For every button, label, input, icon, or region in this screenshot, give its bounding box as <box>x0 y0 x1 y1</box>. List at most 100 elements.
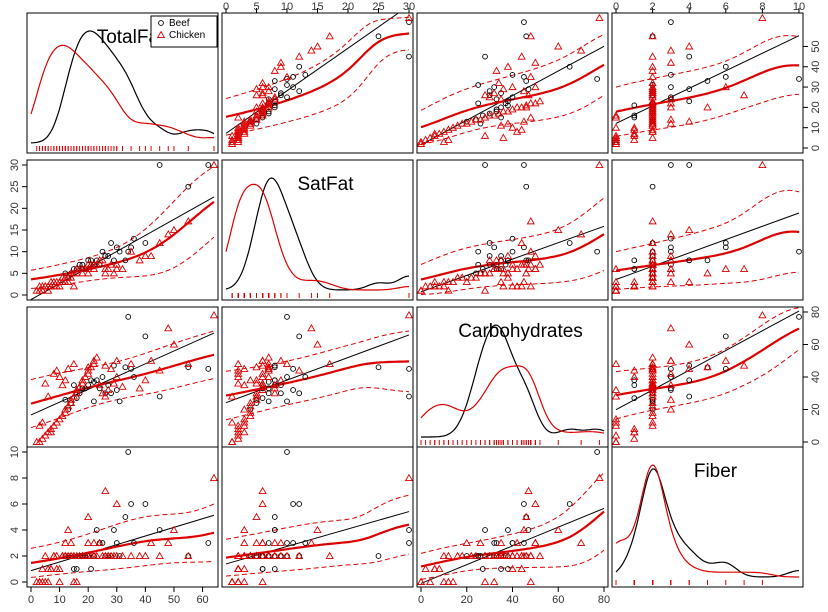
point-chicken <box>535 96 545 105</box>
spread-upper-line <box>30 503 215 549</box>
point-chicken <box>595 13 604 21</box>
point-chicken <box>612 111 621 119</box>
point-chicken <box>554 42 563 50</box>
point-chicken <box>258 107 267 115</box>
point-beef <box>185 183 192 190</box>
point-beef <box>491 540 498 546</box>
point-beef <box>302 374 309 380</box>
point-beef <box>302 72 309 78</box>
point-beef <box>509 235 516 242</box>
point-chicken <box>496 538 506 546</box>
tick-label: 10 <box>281 1 293 13</box>
spread-upper-line <box>615 35 800 88</box>
point-chicken <box>612 286 621 294</box>
point-chicken <box>503 551 513 559</box>
point-chicken <box>439 282 449 290</box>
smoother-line <box>615 64 800 113</box>
point-chicken <box>630 135 639 143</box>
point-beef <box>668 374 674 380</box>
tick-label: 20 <box>461 594 473 606</box>
point-chicken <box>648 260 657 268</box>
point-chicken <box>252 90 261 99</box>
panel-TotalFat-SatFat <box>221 12 414 154</box>
point-chicken <box>258 90 267 99</box>
point-chicken <box>270 384 279 392</box>
point-chicken <box>648 277 657 285</box>
tick-label: 4 <box>686 1 692 13</box>
point-chicken <box>252 113 261 121</box>
point-beef <box>477 120 484 127</box>
point-chicken <box>43 577 53 585</box>
point-chicken <box>270 380 279 389</box>
point-chicken <box>169 225 179 234</box>
point-beef <box>91 379 97 385</box>
point-chicken <box>227 577 237 585</box>
tick-label: 8 <box>9 475 21 481</box>
point-chicken <box>630 372 639 380</box>
point-chicken <box>169 340 179 348</box>
point-chicken <box>612 133 621 141</box>
point-chicken <box>252 111 261 119</box>
point-chicken <box>576 46 586 54</box>
point-chicken <box>648 117 657 125</box>
point-chicken <box>703 269 712 277</box>
point-beef <box>686 362 693 369</box>
point-chicken <box>648 247 657 255</box>
point-beef <box>271 377 278 384</box>
point-chicken <box>666 230 676 238</box>
point-chicken <box>404 310 413 319</box>
tick-label: 10 <box>53 594 65 606</box>
point-chicken <box>503 251 513 259</box>
point-chicken <box>61 551 70 559</box>
spread-upper-line <box>30 330 215 381</box>
regression-line <box>615 212 800 280</box>
point-beef <box>271 362 278 369</box>
smoother-line <box>420 233 605 281</box>
tick-label: 10 <box>9 446 21 458</box>
legend-symbol-chicken <box>156 30 166 38</box>
tick-label: 20 <box>82 594 94 606</box>
point-chicken <box>41 551 50 559</box>
point-chicken <box>435 564 444 572</box>
point-chicken <box>526 551 535 559</box>
point-chicken <box>276 538 286 546</box>
point-chicken <box>526 113 535 121</box>
point-chicken <box>685 225 694 234</box>
tick-label: 0 <box>9 579 21 585</box>
smoother-line <box>615 230 800 272</box>
point-beef <box>96 385 103 392</box>
point-chicken <box>531 538 540 546</box>
point-chicken <box>118 551 127 559</box>
point-chicken <box>227 437 237 445</box>
point-beef <box>668 162 674 168</box>
point-beef <box>296 88 303 94</box>
spread-lower-line <box>30 560 215 578</box>
point-chicken <box>276 551 286 559</box>
point-beef <box>125 314 132 320</box>
point-beef <box>128 244 134 251</box>
tick-label: 60 <box>810 338 822 350</box>
point-beef <box>493 261 500 268</box>
point-chicken <box>630 424 639 432</box>
point-beef <box>668 261 674 268</box>
point-beef <box>505 527 511 533</box>
tick-label: 50 <box>168 594 180 606</box>
tick-label: 2 <box>650 1 656 13</box>
point-beef <box>116 398 123 405</box>
point-chicken <box>258 538 267 546</box>
point-chicken <box>104 385 113 393</box>
point-beef <box>142 333 149 340</box>
point-chicken <box>648 408 657 416</box>
point-chicken <box>485 111 494 119</box>
point-chicken <box>52 366 61 374</box>
point-chicken <box>648 133 657 141</box>
top-axis-SatFat: 0 5 10 15 20 25 30 <box>223 1 415 13</box>
point-chicken <box>164 230 173 238</box>
point-chicken <box>453 551 462 559</box>
point-chicken <box>240 405 249 413</box>
point-chicken <box>43 392 53 400</box>
regression-line <box>615 310 800 411</box>
point-chicken <box>517 52 526 60</box>
point-chicken <box>467 551 476 559</box>
point-chicken <box>512 264 522 272</box>
